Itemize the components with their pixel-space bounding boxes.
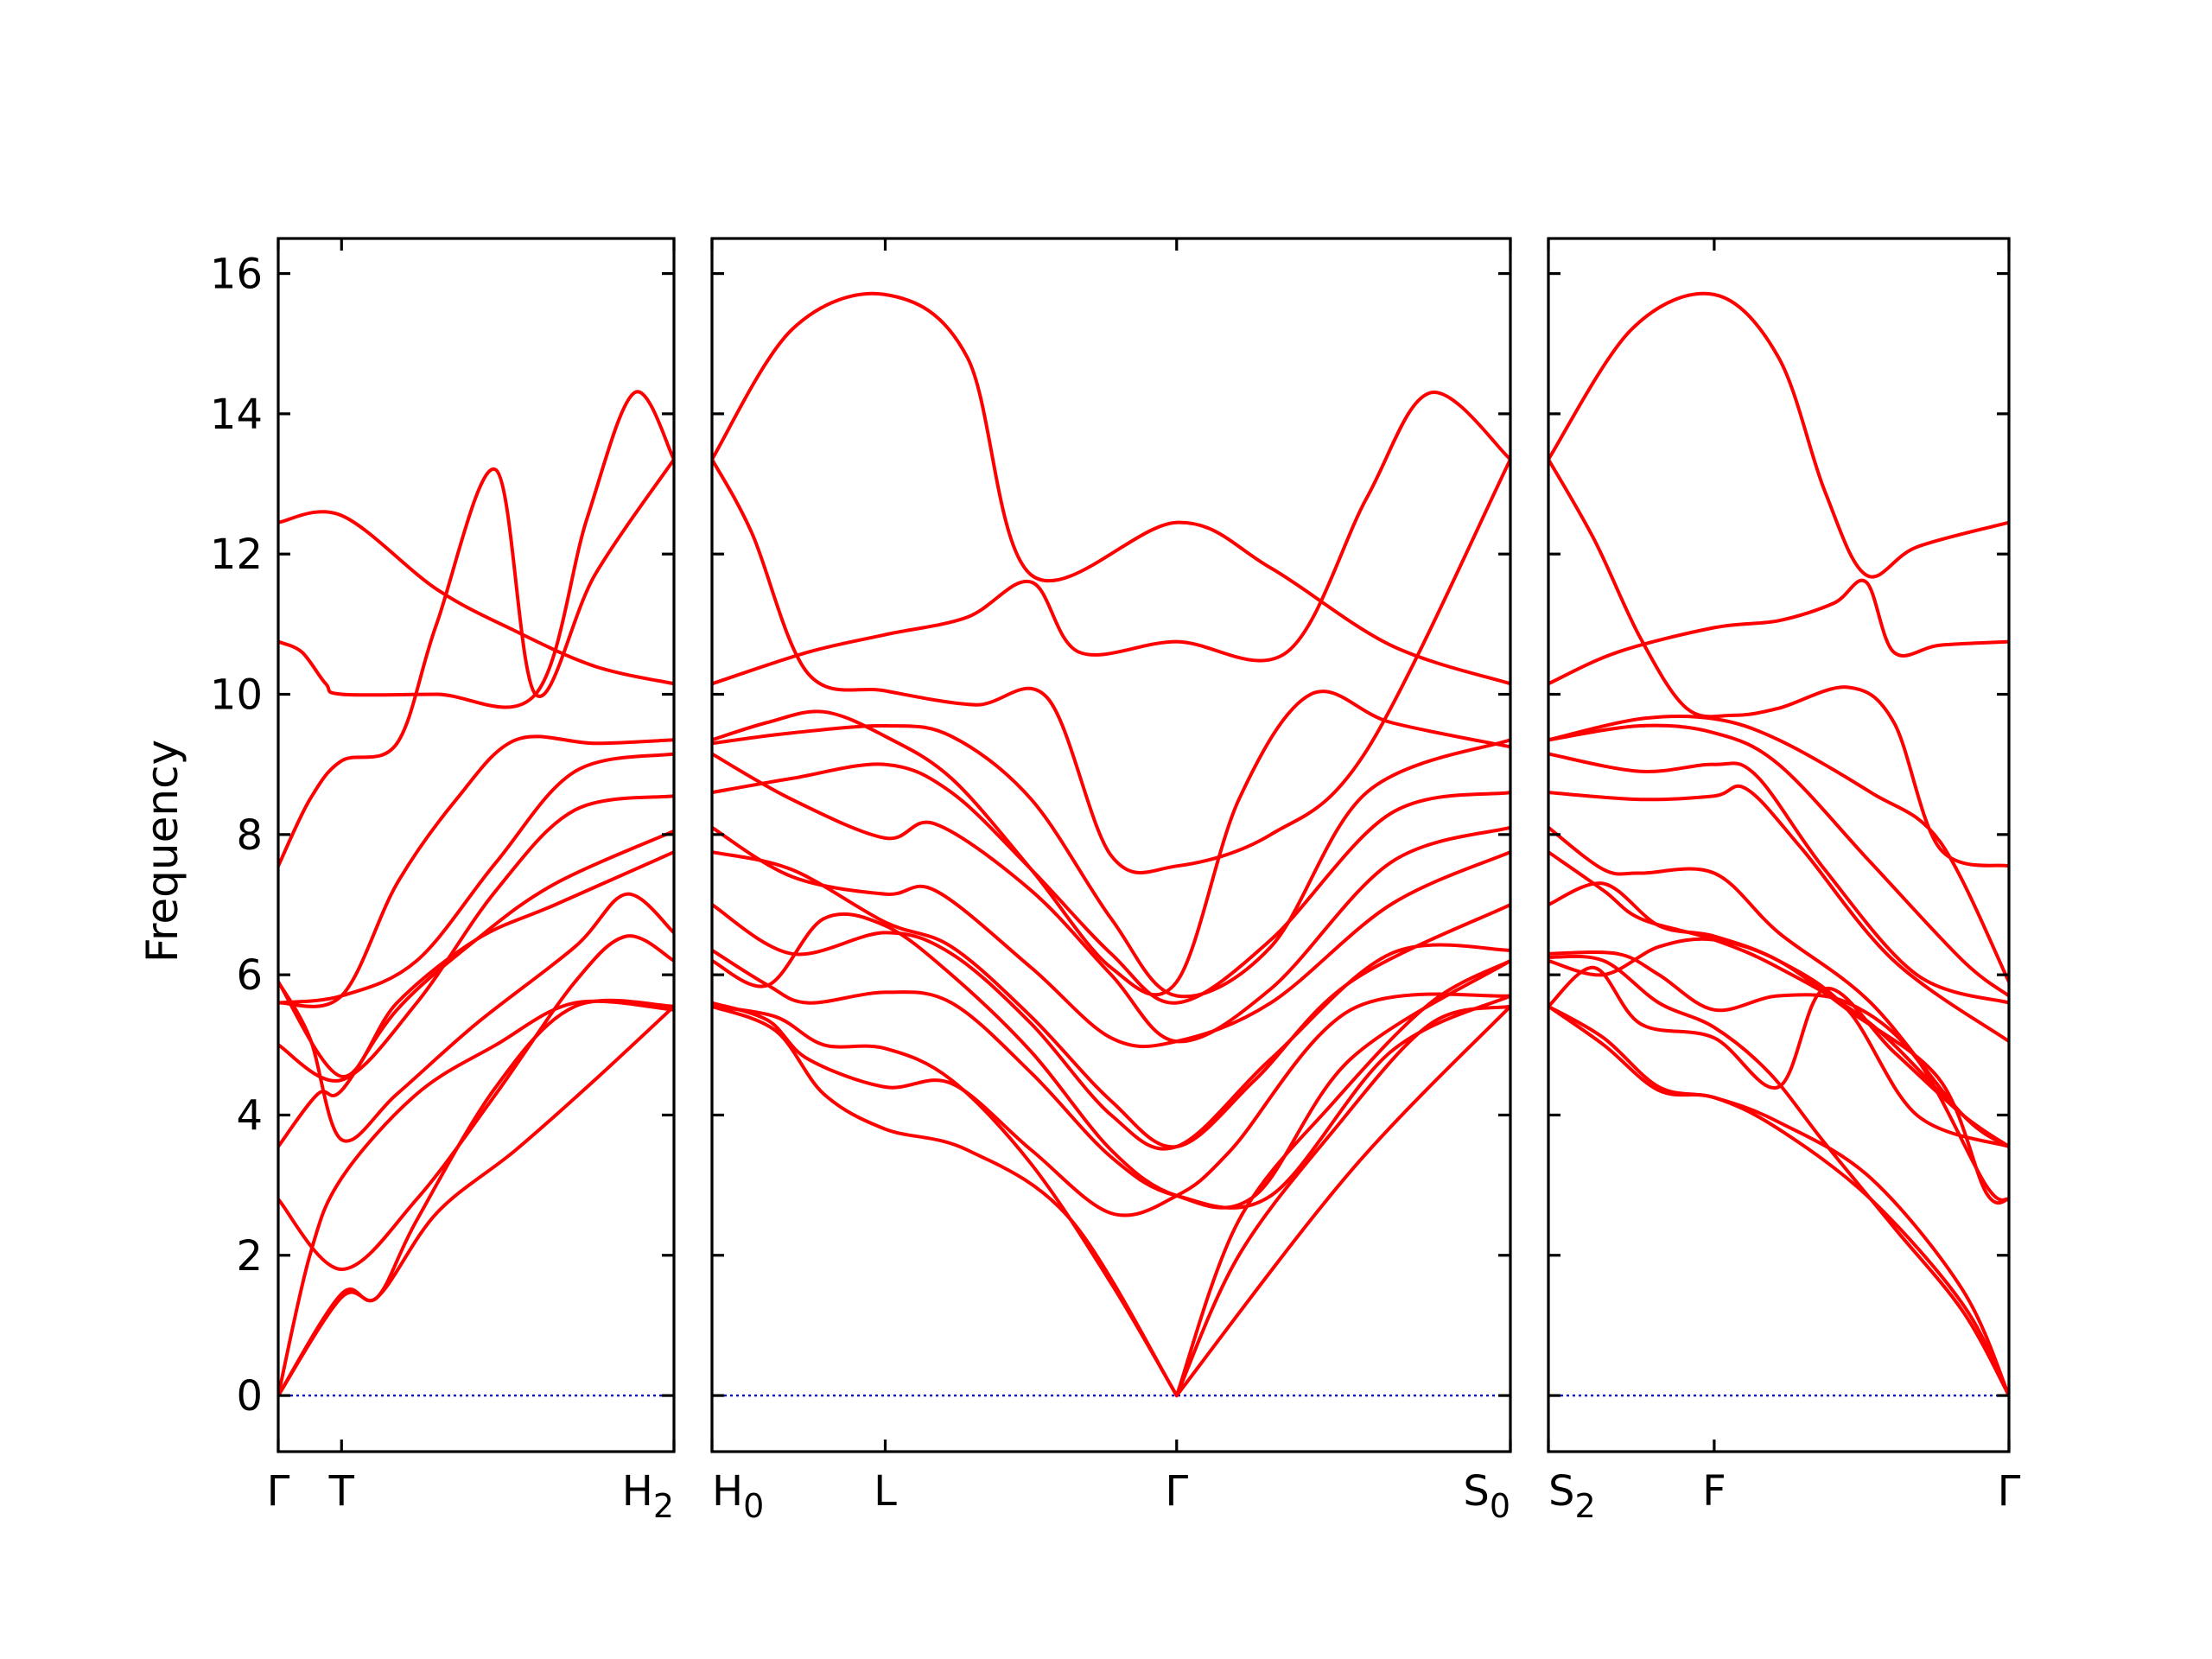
band-line-1	[1548, 291, 2009, 579]
panel-1: Γ T H2	[267, 237, 676, 1525]
band-line-14	[1548, 1004, 2009, 1398]
band-line-13	[278, 1004, 674, 1398]
y-tick-label: 14	[210, 391, 263, 439]
band-line-10	[278, 934, 674, 1271]
y-axis-title: Frequency	[137, 740, 188, 963]
y-tick-label: 2	[236, 1232, 263, 1281]
band-line-4	[712, 690, 1510, 997]
band-line-6	[278, 794, 674, 1083]
y-tick-label: 8	[236, 811, 263, 860]
band-line-8	[712, 825, 1510, 1049]
band-line-11	[712, 912, 1510, 1210]
band-line-3	[278, 457, 674, 868]
band-line-1	[278, 510, 674, 686]
band-line-5	[1548, 723, 2009, 998]
band-line-9	[712, 850, 1510, 1149]
band-line-8	[278, 850, 674, 1078]
band-line-2	[278, 390, 674, 709]
band-line-5	[712, 723, 1510, 999]
panel-2: H0 L Γ S0	[710, 237, 1512, 1525]
x-tick-label: H2	[622, 1467, 674, 1525]
y-tick-label: 10	[210, 671, 263, 720]
band-line-3	[1548, 457, 2009, 868]
band-line-4	[1548, 714, 2009, 984]
panel-frame	[710, 237, 1512, 1453]
band-line-16	[1174, 958, 1510, 1398]
panel-frame	[276, 237, 676, 1453]
x-tick-label: F	[1702, 1467, 1726, 1516]
band-line-14	[712, 1004, 1179, 1398]
x-tick-label: L	[874, 1467, 897, 1516]
x-tick-label: Γ	[1165, 1467, 1188, 1516]
band-line-2	[1548, 578, 2009, 686]
y-tick-label: 16	[210, 251, 263, 299]
band-series-group	[1548, 291, 2009, 1398]
y-tick-label: 0	[236, 1372, 263, 1421]
band-line-11	[1548, 950, 2009, 1202]
band-line-5	[278, 752, 674, 1005]
x-tick-label: Γ	[1998, 1467, 2021, 1516]
x-tick-label: H0	[712, 1467, 764, 1525]
band-series-group	[278, 390, 674, 1398]
band-line-2	[712, 391, 1510, 686]
band-line-7	[1548, 784, 2009, 1044]
band-line-18	[1174, 1004, 1510, 1398]
band-line-8	[1548, 825, 2009, 1148]
band-line-6	[712, 762, 1510, 1005]
band-line-12	[1548, 937, 2009, 1148]
band-line-15	[1548, 1004, 2009, 1398]
band-line-1	[712, 291, 1510, 686]
y-tick-label: 4	[236, 1091, 263, 1140]
band-line-10	[712, 903, 1510, 1151]
band-line-7	[712, 752, 1510, 1044]
band-line-4	[278, 734, 674, 1008]
band-series-group	[712, 291, 1510, 1398]
band-line-3	[712, 457, 1510, 874]
band-line-15	[712, 1004, 1179, 1398]
panel-3: S2 F Γ	[1547, 237, 2021, 1525]
band-line-9	[278, 892, 674, 1143]
band-line-16	[1548, 954, 2009, 1398]
band-line-17	[1174, 1004, 1510, 1398]
x-tick-label: S2	[1548, 1467, 1596, 1525]
band-line-9	[1548, 850, 2009, 1148]
x-tick-label: Γ	[267, 1467, 290, 1516]
x-tick-label: S0	[1463, 1467, 1510, 1525]
band-line-12	[278, 998, 674, 1398]
y-tick-label: 6	[236, 951, 263, 1000]
band-line-6	[1548, 752, 2009, 1005]
y-tick-label: 12	[210, 531, 263, 579]
band-line-13	[1548, 965, 2009, 1148]
band-line-12	[712, 948, 1510, 1210]
band-line-11	[278, 999, 674, 1398]
panel-frame	[1547, 237, 2011, 1453]
band-line-7	[278, 829, 674, 1148]
band-line-13	[712, 992, 1510, 1217]
x-tick-label: T	[328, 1467, 355, 1516]
